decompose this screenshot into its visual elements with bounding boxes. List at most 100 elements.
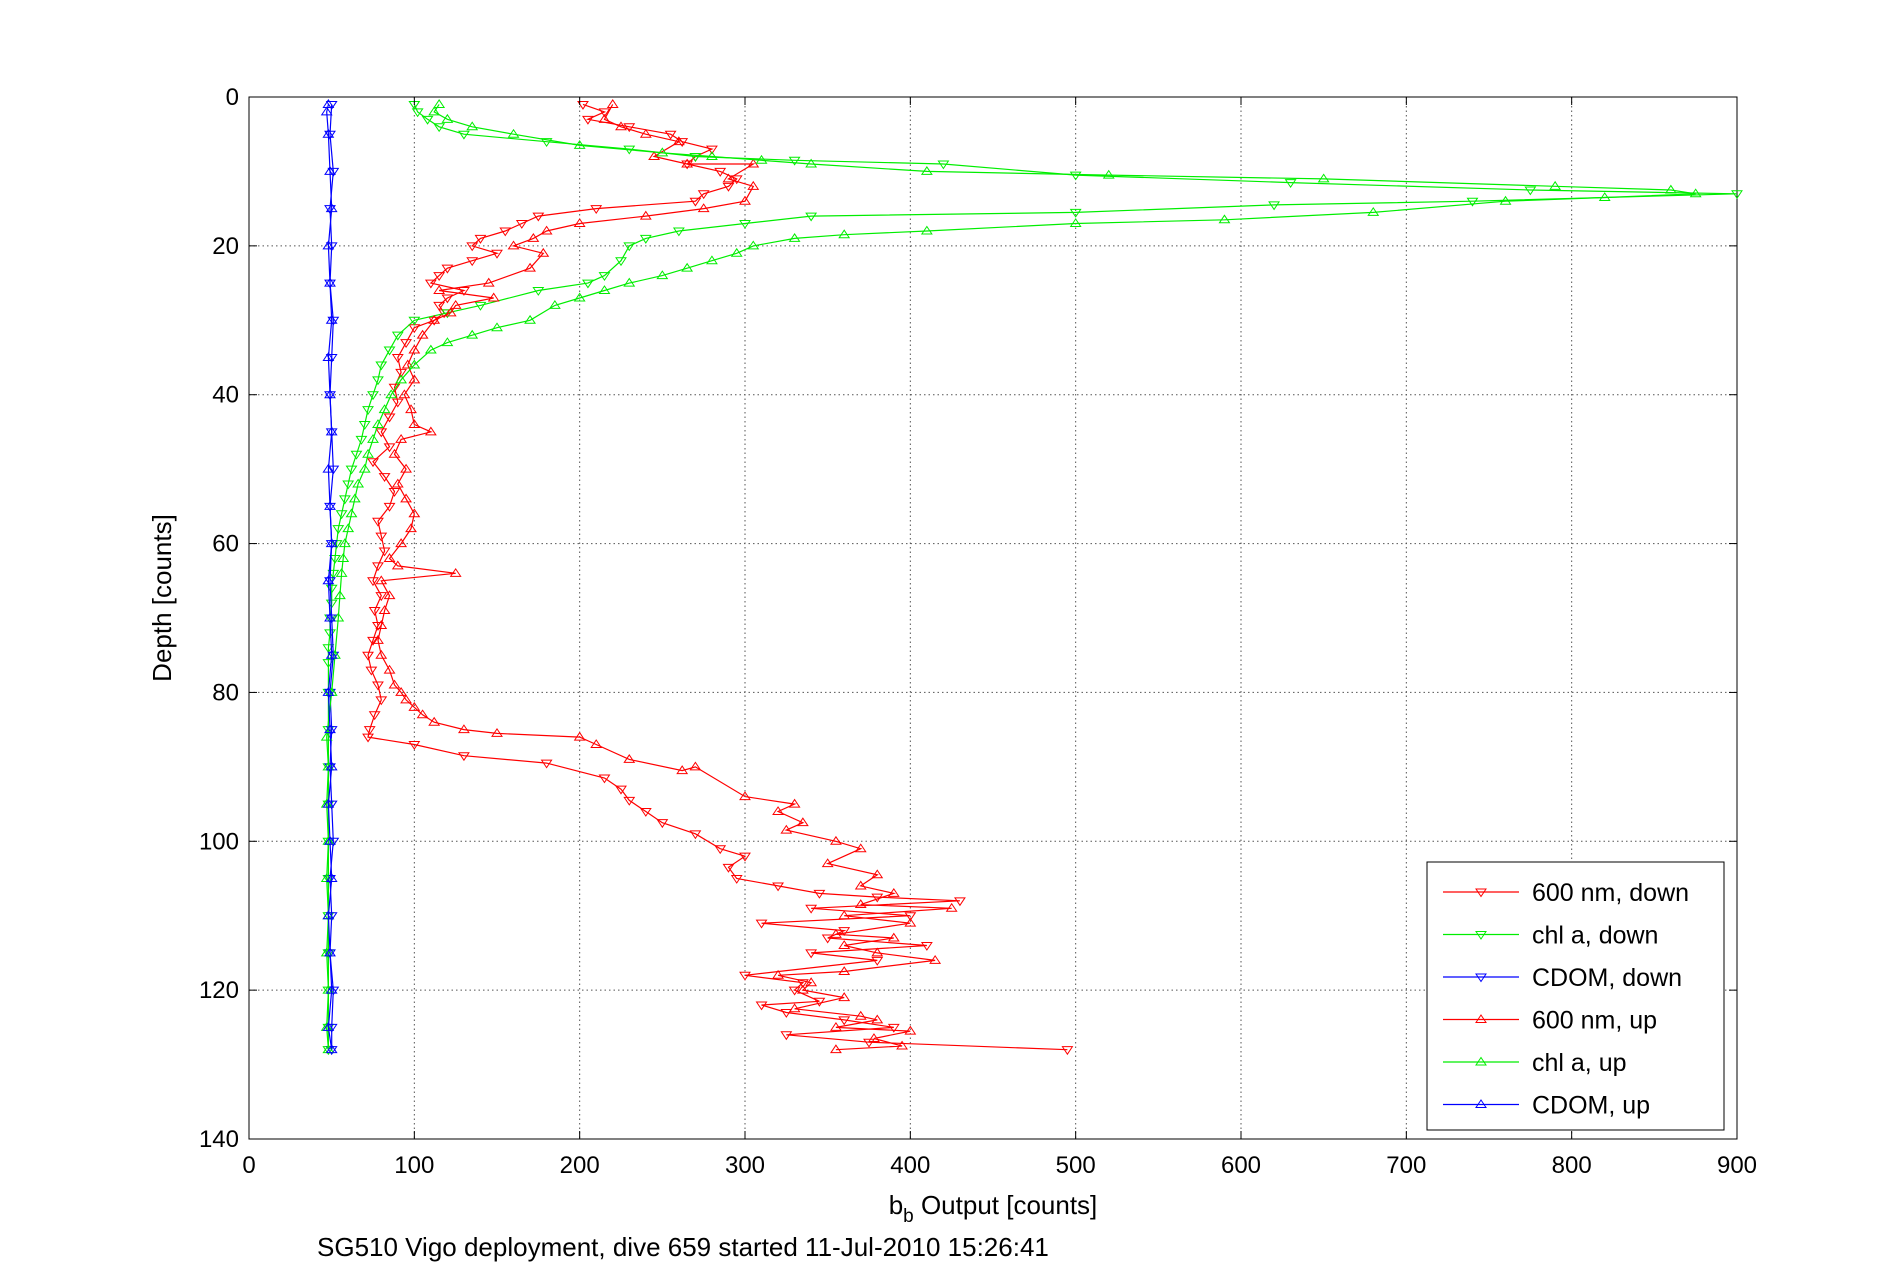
data-point (868, 1033, 880, 1043)
data-point (838, 940, 851, 949)
data-point (573, 139, 586, 149)
data-point (375, 649, 388, 659)
data-point (1069, 208, 1082, 218)
data-point (367, 433, 379, 443)
data-point (747, 180, 760, 190)
data-point (421, 115, 434, 125)
data-point (1284, 179, 1297, 188)
data-point (367, 458, 379, 468)
data-point (324, 612, 336, 622)
data-point (788, 798, 801, 808)
data-point (573, 218, 586, 228)
data-point (441, 294, 454, 304)
data-point (372, 419, 384, 428)
legend-swatch-marker (1475, 888, 1487, 898)
data-point (433, 99, 446, 108)
data-point (345, 465, 358, 475)
data-point (375, 428, 388, 438)
data-point (372, 621, 384, 631)
data-point (474, 301, 487, 311)
data-point (1069, 218, 1082, 228)
data-point (338, 495, 351, 505)
data-point (1598, 192, 1611, 201)
data-point (408, 359, 421, 369)
data-point (327, 465, 340, 475)
data-point (348, 493, 361, 503)
data-point (722, 863, 735, 873)
legend-entry: 600 nm, up (1443, 1007, 1657, 1035)
chart-caption: SG510 Vigo deployment, dive 659 started … (317, 1232, 1049, 1262)
data-point (457, 724, 470, 734)
data-point (325, 800, 338, 810)
x-axis-label-main: b (889, 1190, 903, 1220)
data-point (838, 1016, 851, 1026)
y-tick-label: 120 (199, 977, 239, 1004)
data-point (929, 954, 942, 964)
data-point (327, 986, 340, 996)
data-point (375, 696, 388, 706)
data-point (887, 1023, 900, 1033)
x-tick-label: 800 (1552, 1152, 1592, 1179)
data-point (337, 553, 350, 562)
data-point (325, 203, 338, 213)
grid (249, 97, 1737, 1139)
data-point (457, 287, 470, 296)
data-point (405, 523, 417, 533)
data-point (375, 620, 388, 629)
data-point (324, 947, 336, 957)
data-point (920, 941, 933, 951)
series-line (326, 104, 333, 1050)
data-point (491, 322, 503, 332)
legend-swatch-marker (1475, 1099, 1487, 1108)
y-tick-label: 20 (212, 233, 239, 260)
data-point (623, 242, 636, 252)
data-point (920, 166, 933, 175)
legend-label: chl a, up (1532, 1049, 1627, 1077)
data-point (325, 649, 338, 659)
data-point (772, 806, 785, 816)
data-point (532, 287, 545, 296)
data-point (395, 368, 408, 378)
y-tick-label: 0 (226, 84, 239, 111)
data-point (590, 739, 603, 749)
data-point (739, 852, 751, 862)
data-point (656, 270, 669, 280)
data-point (441, 337, 454, 347)
data-point (391, 331, 404, 341)
data-point (325, 984, 338, 994)
legend: 600 nm, down chl a, down CDOM, down 600 nm,… (1426, 861, 1725, 1131)
data-point (411, 108, 424, 118)
data-point (325, 314, 338, 324)
data-point (953, 897, 966, 907)
data-point (788, 233, 801, 242)
data-point (532, 212, 545, 222)
y-tick-label: 60 (212, 531, 239, 558)
legend-swatch-marker (1475, 1056, 1487, 1066)
data-point (540, 138, 553, 148)
axes-box (248, 96, 1738, 1140)
data-point (1218, 214, 1231, 224)
data-point (375, 361, 388, 371)
data-point (322, 687, 335, 696)
data-point (383, 664, 396, 674)
series-line (327, 104, 1738, 1050)
series-line (329, 104, 334, 1050)
data-point (400, 493, 413, 503)
data-point (689, 761, 702, 771)
data-point (408, 316, 421, 326)
data-point (755, 1001, 768, 1011)
data-point (428, 106, 441, 116)
data-point (388, 679, 401, 689)
legend-swatch-marker (1475, 973, 1487, 983)
data-point (320, 106, 333, 116)
data-point (1061, 1046, 1074, 1056)
data-point (705, 151, 718, 161)
data-point (788, 986, 801, 996)
x-tick-label: 100 (394, 1152, 434, 1179)
legend-entry: chl a, up (1443, 1049, 1627, 1077)
data-point (829, 835, 842, 845)
data-point (1317, 173, 1330, 183)
data-point (1466, 197, 1479, 207)
data-point (1549, 180, 1562, 190)
data-point (416, 329, 429, 339)
